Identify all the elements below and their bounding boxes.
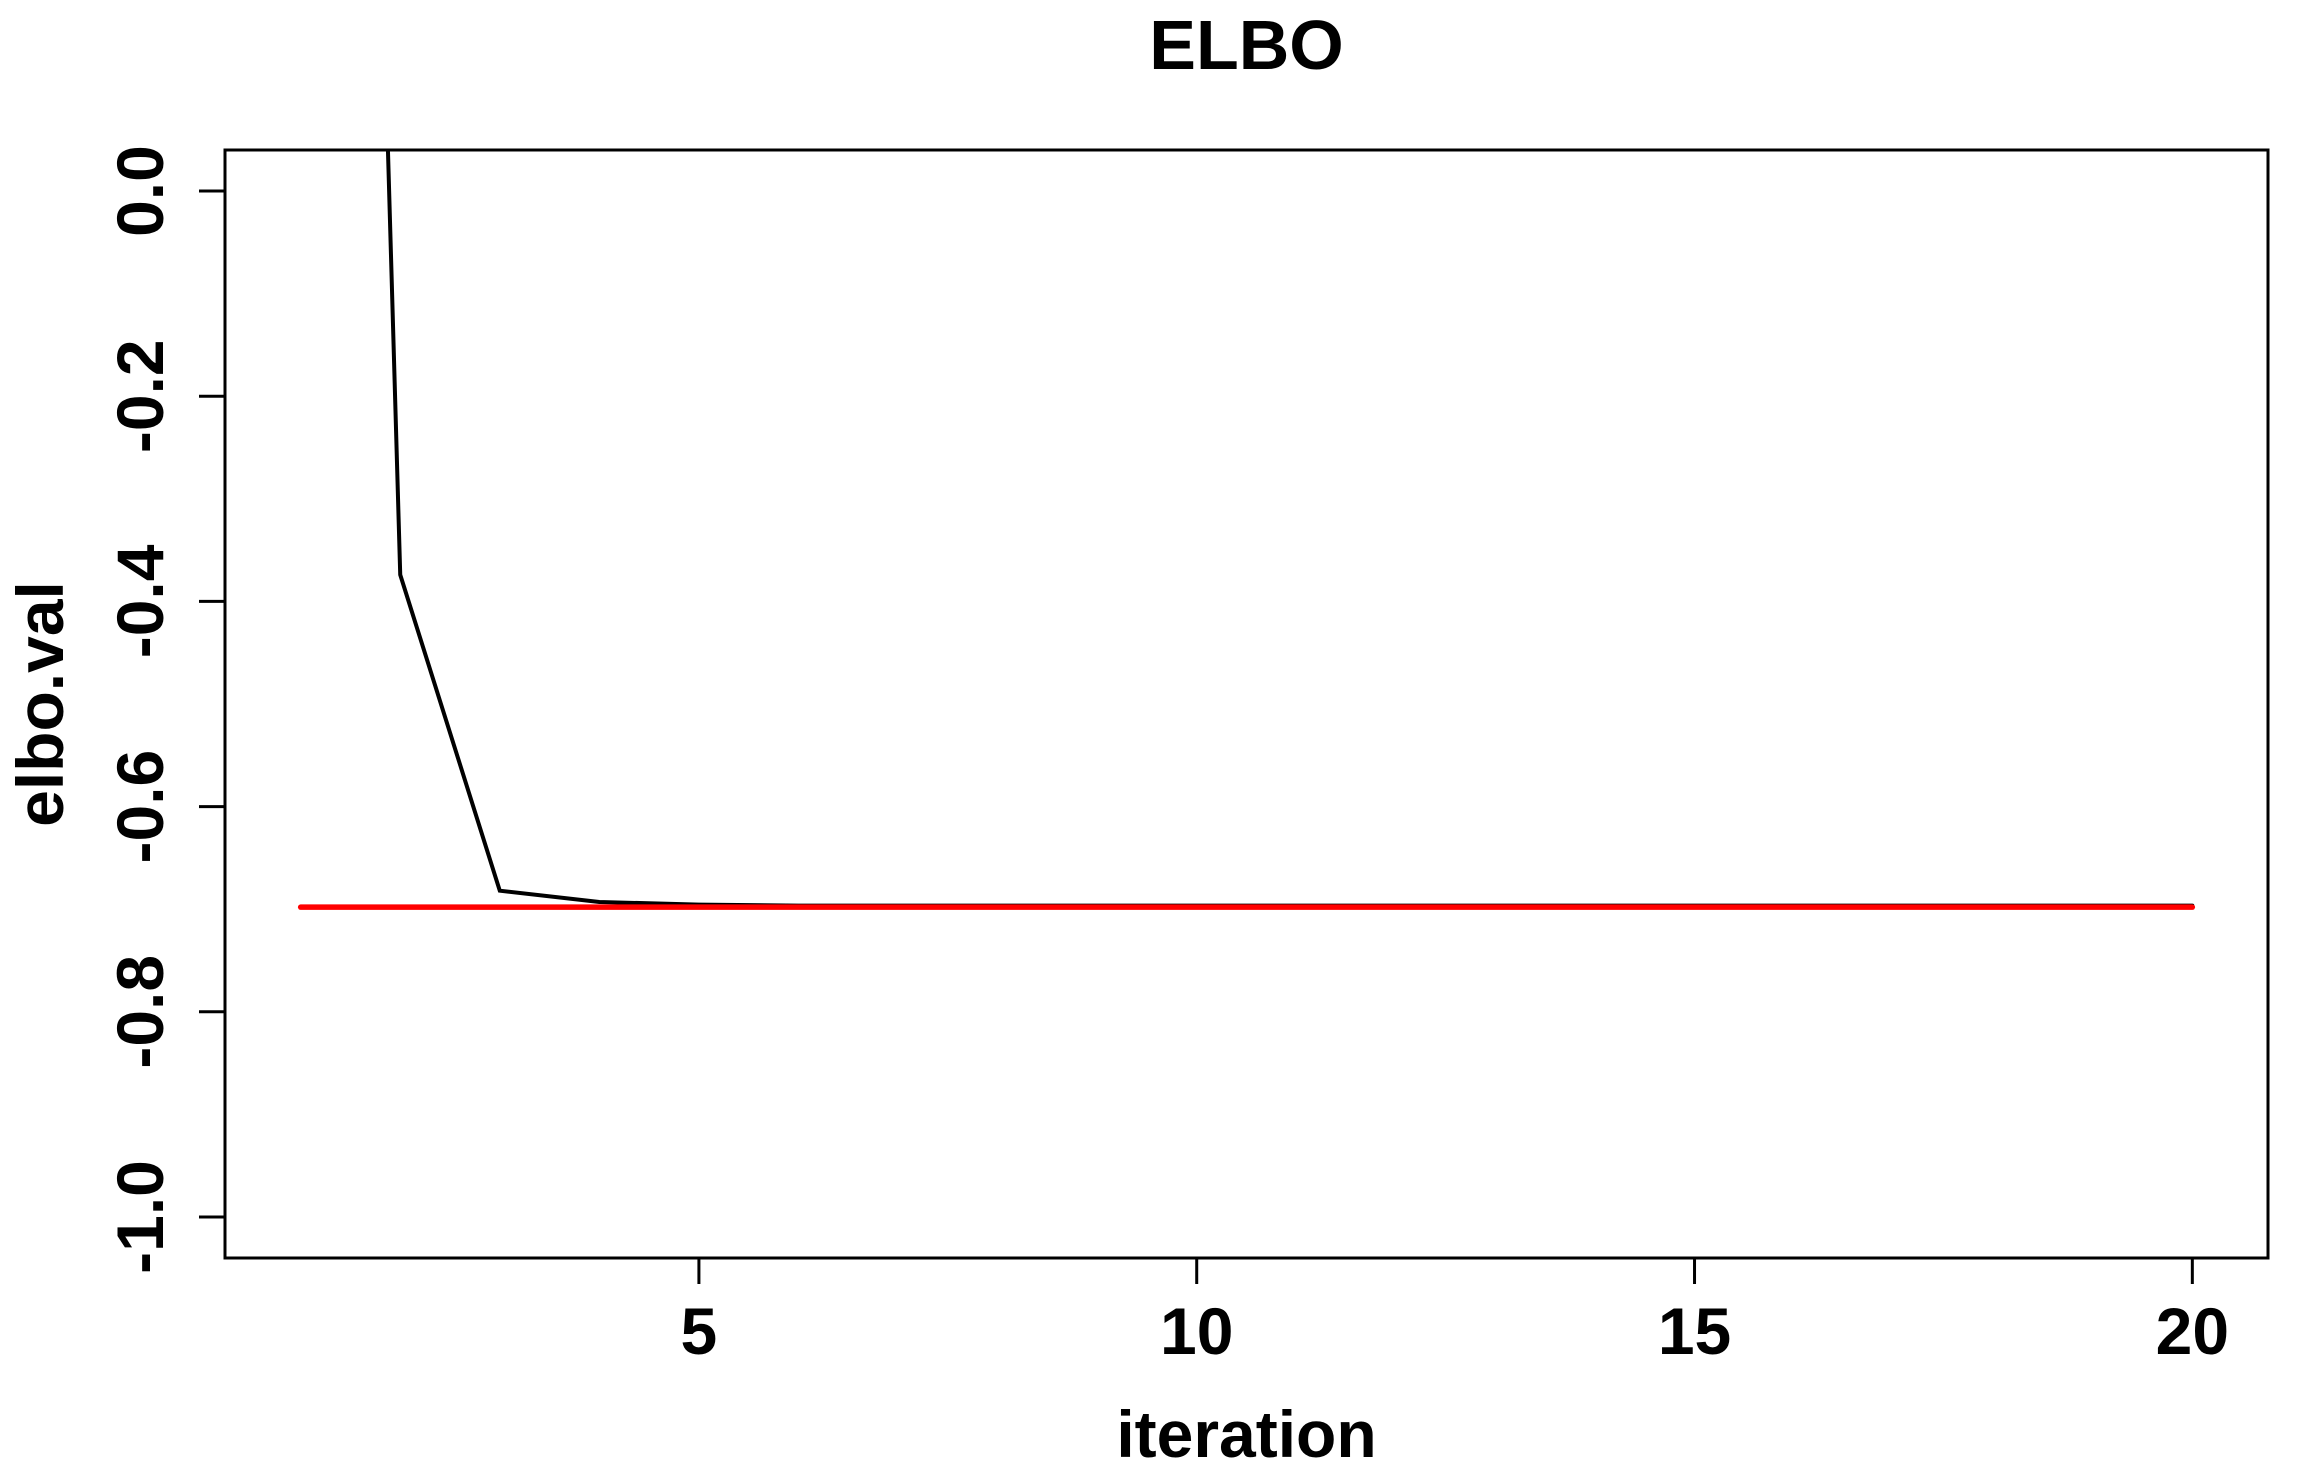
y-tick-label: -0.8 <box>103 955 177 1069</box>
x-tick-label: 20 <box>2156 1294 2229 1368</box>
chart-title: ELBO <box>1149 6 1343 84</box>
y-axis: 0.0 -0.2 -0.4 -0.6 -0.8 -1.0 <box>103 145 225 1274</box>
series-lines <box>297 150 2196 910</box>
x-axis-label: iteration <box>1116 1397 1376 1471</box>
x-tick-label: 5 <box>681 1294 718 1368</box>
x-tick-label: 10 <box>1160 1294 1233 1368</box>
y-axis-label: elbo.val <box>3 581 77 827</box>
y-tick-label: -1.0 <box>103 1160 177 1274</box>
y-tick-label: -0.4 <box>103 544 177 658</box>
plot-border <box>223 148 2270 1260</box>
y-tick-label: 0.0 <box>103 145 177 237</box>
y-tick-label: -0.2 <box>103 339 177 453</box>
x-tick-label: 15 <box>1658 1294 1731 1368</box>
y-tick-label: -0.6 <box>103 750 177 864</box>
x-axis: 5 10 15 20 <box>681 1258 2229 1368</box>
